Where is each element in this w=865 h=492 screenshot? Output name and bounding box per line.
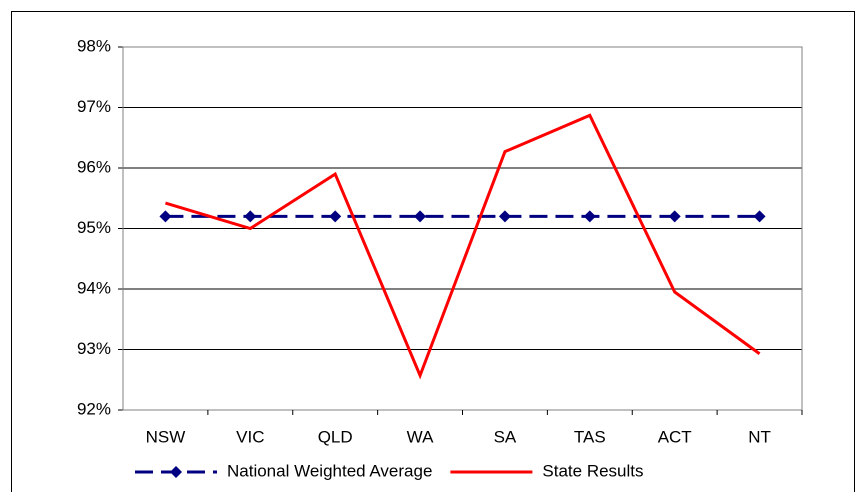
legend-label: State Results (542, 461, 643, 480)
series-line (165, 113, 761, 380)
legend-label: National Weighted Average (227, 461, 432, 480)
y-tick-label: 94% (77, 278, 111, 297)
x-tick-label: NSW (146, 427, 186, 446)
y-tick-label: 92% (77, 399, 111, 418)
x-tick-label: QLD (318, 427, 353, 446)
marker (159, 210, 172, 223)
x-tick-label: NT (748, 427, 771, 446)
y-tick-label: 96% (77, 157, 111, 176)
marker (498, 210, 511, 223)
chart-frame (11, 11, 855, 492)
x-tick-label: TAS (574, 427, 606, 446)
y-tick-label: 97% (77, 97, 111, 116)
marker (170, 466, 182, 478)
x-tick-label: SA (494, 427, 517, 446)
y-tick-label: 93% (77, 339, 111, 358)
y-tick-label: 95% (77, 218, 111, 237)
x-tick-label: WA (407, 427, 434, 446)
marker (329, 210, 342, 223)
marker (244, 210, 257, 223)
x-tick-label: VIC (236, 427, 264, 446)
marker (668, 210, 681, 223)
y-tick-label: 98% (77, 36, 111, 55)
marker (414, 210, 427, 223)
marker (583, 210, 596, 223)
marker (753, 210, 766, 223)
x-tick-label: ACT (658, 427, 692, 446)
